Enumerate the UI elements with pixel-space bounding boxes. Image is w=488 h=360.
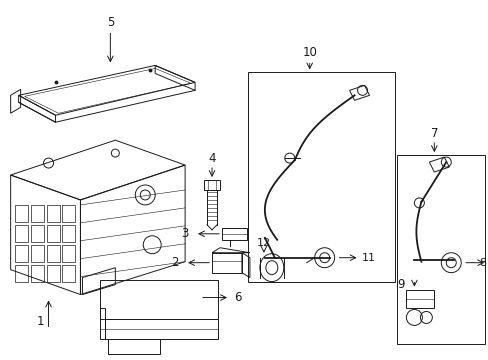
- Text: 10: 10: [302, 46, 317, 59]
- Text: 9: 9: [396, 278, 404, 291]
- Text: 1: 1: [37, 315, 44, 328]
- Text: 12: 12: [256, 238, 270, 248]
- Text: 4: 4: [208, 152, 215, 165]
- Text: 11: 11: [361, 253, 375, 263]
- Bar: [397, 155, 484, 345]
- Text: 2: 2: [170, 256, 178, 269]
- Bar: [247, 72, 395, 282]
- Text: 8: 8: [478, 258, 485, 268]
- Text: 6: 6: [233, 291, 241, 304]
- Text: 3: 3: [181, 227, 188, 240]
- Text: 7: 7: [430, 127, 437, 140]
- Text: 5: 5: [106, 16, 114, 29]
